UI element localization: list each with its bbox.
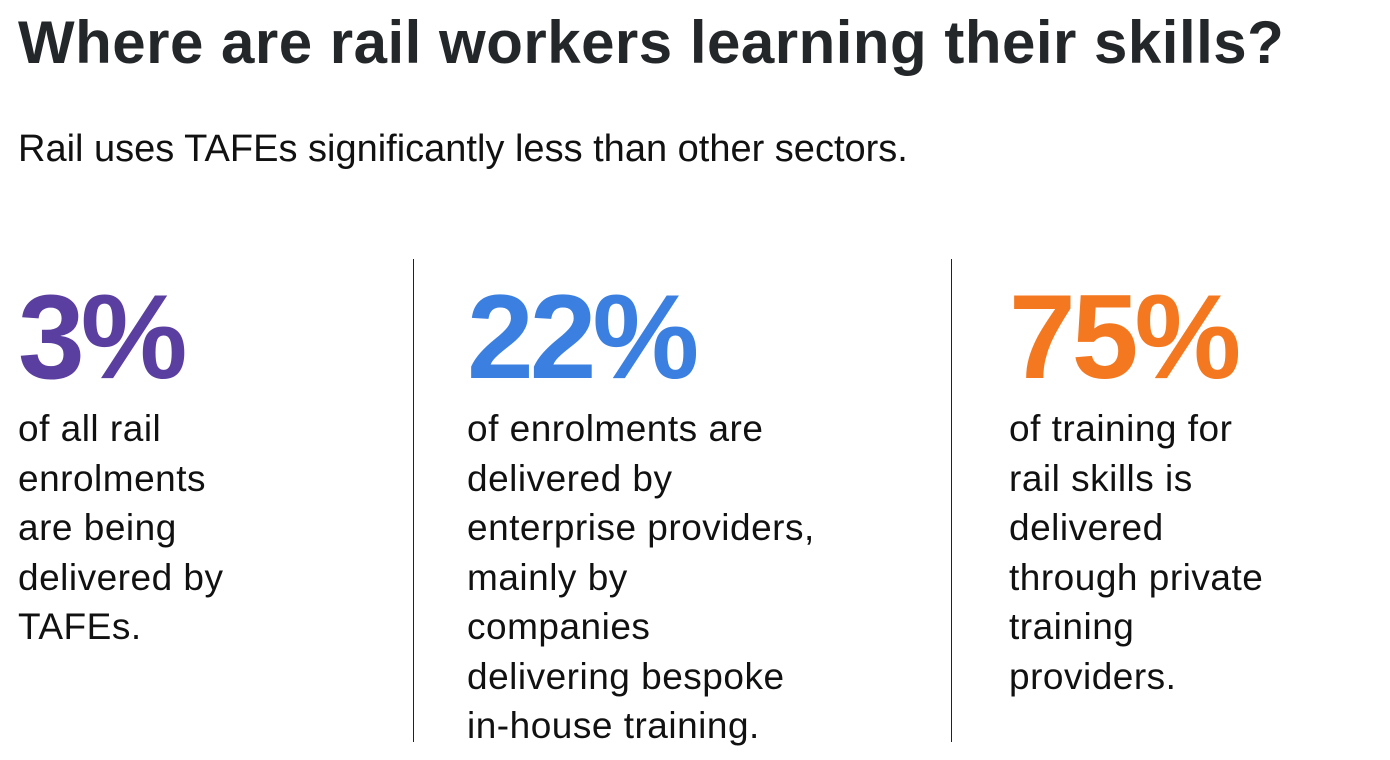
- desc-line: are being: [18, 507, 177, 548]
- stat-description: of training for rail skills is delivered…: [1009, 404, 1263, 701]
- desc-line: mainly by: [467, 556, 628, 598]
- desc-line: TAFEs.: [18, 606, 142, 647]
- desc-line: companies: [467, 606, 651, 647]
- desc-line: through private: [1009, 556, 1264, 598]
- desc-line: enterprise providers,: [467, 507, 815, 548]
- stat-description: of all rail enrolments are being deliver…: [18, 404, 224, 652]
- page-subtitle: Rail uses TAFEs significantly less than …: [18, 128, 908, 170]
- stat-card-private: 75% of training for rail skills is deliv…: [1009, 270, 1263, 701]
- desc-line: rail skills is: [1009, 457, 1193, 499]
- desc-line: delivering bespoke: [467, 655, 785, 697]
- column-divider: [951, 259, 952, 742]
- stat-value: 75%: [1009, 270, 1241, 404]
- desc-line: in-house training.: [467, 705, 760, 746]
- desc-line: training: [1009, 606, 1135, 647]
- desc-line: enrolments: [18, 457, 207, 499]
- stat-value: 22%: [467, 270, 699, 404]
- desc-line: delivered by: [467, 457, 673, 499]
- desc-line: of training for: [1009, 408, 1233, 449]
- desc-line: delivered by: [18, 556, 224, 598]
- page-title: Where are rail workers learning their sk…: [18, 9, 1285, 76]
- desc-line: of all rail: [18, 408, 162, 449]
- stat-card-tafe: 3% of all rail enrolments are being deli…: [18, 270, 224, 652]
- column-divider: [413, 259, 414, 742]
- stat-value: 3%: [18, 270, 187, 404]
- stat-description: of enrolments are delivered by enterpris…: [467, 404, 815, 751]
- desc-line: of enrolments are: [467, 408, 764, 449]
- desc-line: providers.: [1009, 655, 1177, 697]
- stat-card-enterprise: 22% of enrolments are delivered by enter…: [467, 270, 815, 751]
- desc-line: delivered: [1009, 507, 1164, 548]
